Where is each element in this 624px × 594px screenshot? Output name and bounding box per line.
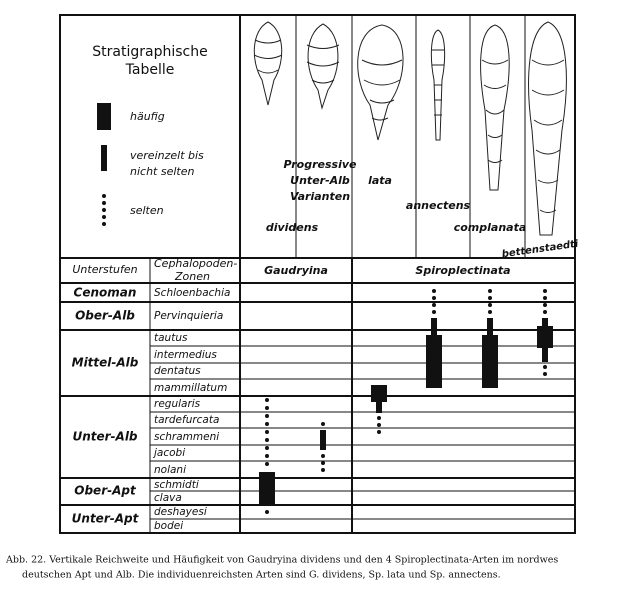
zones: Schloenbachia Pervinquieria tautus inter… [152, 287, 230, 532]
zone-label: Schloenbachia [154, 287, 230, 299]
species-label: Varianten [290, 190, 350, 203]
legend-symbol [97, 103, 111, 130]
zone-label: clava [154, 492, 182, 504]
zone-label: nolani [154, 464, 186, 476]
zone-lines [150, 345, 575, 520]
genus-header: Spiroplectinata [415, 264, 510, 277]
title: Tabelle [125, 62, 175, 78]
stage-label: Ober-Apt [74, 484, 137, 498]
species-label: Unter-Alb [290, 174, 350, 187]
stage-label: Unter-Apt [72, 512, 140, 526]
range-bars [259, 289, 553, 514]
legend-label: nicht selten [130, 165, 194, 178]
zone-label: dentatus [154, 365, 201, 377]
legend-label: selten [130, 204, 164, 217]
legend-symbol [102, 194, 106, 226]
species-label: complanata [454, 221, 527, 234]
zone-label: bodei [154, 520, 183, 532]
zone-label: regularis [154, 398, 201, 410]
species-label: dividens [266, 221, 319, 234]
species-label: Progressive [284, 158, 358, 171]
fossil-drawings [253, 21, 567, 236]
zone-label: tautus [154, 332, 188, 344]
table-frame [59, 14, 576, 534]
zone-label: schrammeni [154, 431, 219, 443]
zone-label: deshayesi [154, 506, 207, 518]
caption: deutschen Apt und Alb. Die individuenrei… [22, 570, 501, 581]
zone-label: mammillatum [154, 382, 227, 394]
stage-label: Unter-Alb [72, 430, 137, 444]
column-header: Unterstufen [72, 263, 137, 276]
zone-label: Pervinquieria [154, 310, 223, 322]
legend-label: vereinzelt bis [130, 149, 204, 162]
column-header: Cephalopoden- [154, 257, 237, 270]
legend-symbol [101, 145, 107, 171]
stage-label: Cenoman [74, 286, 137, 300]
zone-label: intermedius [154, 349, 217, 361]
species-label: lata [368, 174, 392, 187]
genus-header: Gaudryina [264, 264, 328, 277]
zone-label: schmidti [154, 479, 199, 491]
species-label: annectens [406, 199, 471, 212]
zone-label: jacobi [152, 447, 185, 459]
stage-label: Mittel-Alb [72, 356, 139, 370]
column-header: Zonen [174, 270, 210, 283]
caption: Abb. 22. Vertikale Reichweite und Häufig… [5, 555, 558, 566]
title: Stratigraphische [92, 44, 207, 60]
legend-label: häufig [130, 110, 165, 123]
zone-label: tardefurcata [154, 414, 219, 426]
stage-label: Ober-Alb [75, 309, 135, 323]
stage-lines [60, 301, 575, 506]
